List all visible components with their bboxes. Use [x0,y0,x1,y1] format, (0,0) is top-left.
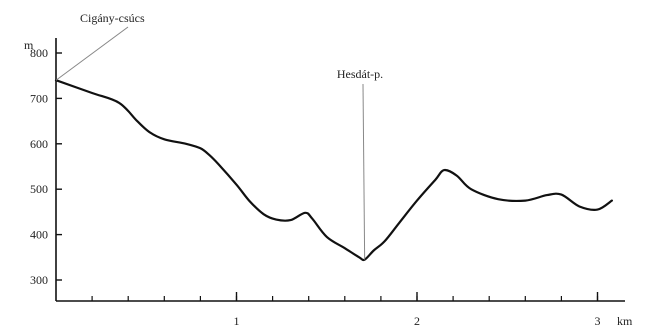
y-tick-label: 300 [30,273,48,287]
x-axis-label: km [617,314,633,328]
annotations: Cigány-csúcs Hesdát-p. [55,11,383,260]
x-tick-label: 3 [595,314,601,328]
elevation-profile-line [54,79,613,262]
x-tick-label: 2 [414,314,420,328]
annotation-leader-line [362,83,366,260]
y-tick-label: 700 [30,91,48,105]
annotation-label: Cigány-csúcs [80,11,145,25]
y-tick-label: 400 [30,228,48,242]
y-tick-label: 800 [30,46,48,60]
annotation-leader-line [55,26,129,81]
axes: 300 400 500 600 700 800 1 2 3 [30,38,625,328]
x-ticks: 1 2 3 [91,292,601,328]
annotation-label: Hesdát-p. [337,67,383,81]
y-tick-label: 500 [30,182,48,196]
y-ticks: 300 400 500 600 700 800 [30,46,62,287]
y-tick-label: 600 [30,137,48,151]
x-tick-label: 1 [234,314,240,328]
y-axis-label: m [24,38,34,52]
